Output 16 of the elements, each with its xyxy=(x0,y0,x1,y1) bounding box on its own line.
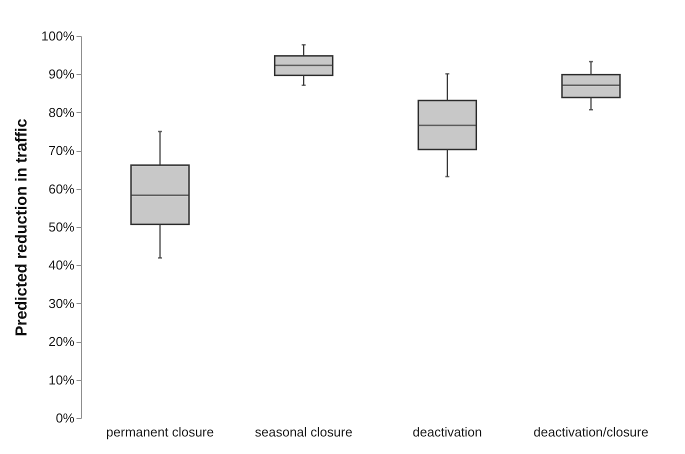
y-tick-label: 50% xyxy=(48,220,75,234)
x-tick-label: deactivation/closure xyxy=(534,424,648,440)
x-tick-label: seasonal closure xyxy=(254,424,352,440)
y-tick-label: 0% xyxy=(56,410,75,426)
y-tick-label: 60% xyxy=(48,181,75,196)
y-axis-title: Predicted reduction in traffic xyxy=(13,118,30,336)
y-tick-label: 90% xyxy=(48,66,75,82)
y-tick-label: 30% xyxy=(48,296,75,311)
x-tick-label: permanent closure xyxy=(106,424,214,440)
y-tick-label: 80% xyxy=(48,104,75,120)
y-tick-label: 40% xyxy=(48,258,75,273)
y-tick-label: 10% xyxy=(48,372,75,388)
x-tick-label: deactivation xyxy=(412,424,482,440)
y-tick-label: 20% xyxy=(48,334,75,350)
y-tick-label: 70% xyxy=(48,143,75,158)
y-tick-label: 100% xyxy=(41,28,75,44)
